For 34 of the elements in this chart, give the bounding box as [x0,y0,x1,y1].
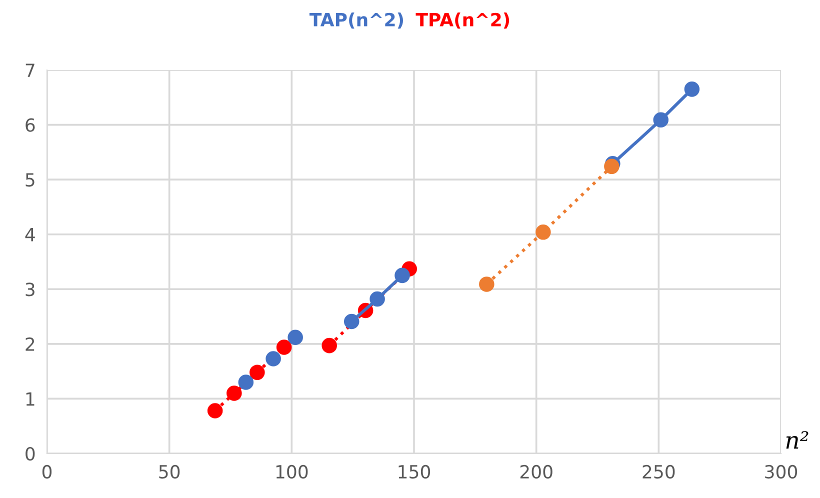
point [288,330,303,345]
y-tick-label: 6 [26,118,35,132]
point [207,403,223,418]
point [238,374,254,390]
x-tick-label: 150 [398,464,430,479]
y-tick-label: 4 [25,228,35,242]
point [479,276,494,292]
point [536,224,551,240]
point [322,338,337,354]
y-tick-label: 0 [26,446,35,461]
x-tick-label: 250 [642,464,675,479]
point [394,268,410,284]
point [604,158,620,174]
x-axis-title: n² [786,431,808,449]
point [250,364,265,380]
text: TPA(n^2) [416,12,510,29]
x-tick-label: 100 [276,464,308,479]
x-tick-label: 300 [765,464,798,479]
x-tick-label: 200 [520,464,552,479]
point [370,291,385,307]
x-tick-label: 50 [159,464,180,479]
point [266,351,281,366]
point [276,340,292,355]
point [226,386,242,401]
point [344,314,360,330]
text: TAP(n^2) [309,12,404,29]
y-tick-label: 3 [26,282,34,296]
point [653,112,669,128]
y-tick-label: 1 [26,392,34,406]
y-tick-label: 2 [26,337,34,351]
point [684,82,700,97]
y-tick-label: 5 [26,173,34,187]
x-tick-label: 0 [42,464,52,479]
y-tick-label: 7 [26,64,34,77]
